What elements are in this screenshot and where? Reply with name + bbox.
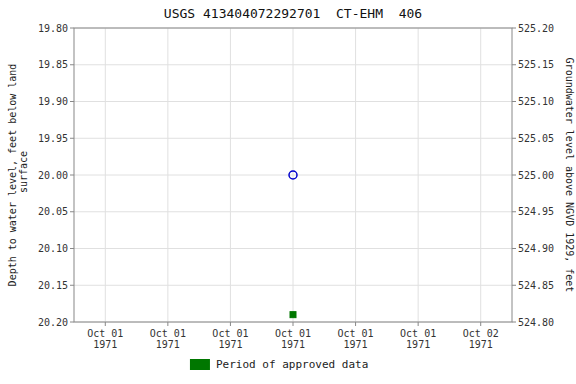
tick-label: 19.90 [38, 96, 68, 107]
tick-label: 20.00 [38, 170, 68, 181]
tick [70, 138, 74, 139]
grid-line [418, 28, 419, 322]
grid-line [293, 28, 294, 322]
tick [418, 322, 419, 326]
tick [512, 285, 516, 286]
axes: 19.80 19.85 19.90 19.95 20.00 20.05 20.10 20.15… [38, 23, 554, 351]
tick [105, 322, 106, 326]
grid [74, 28, 512, 322]
tick-label: 19.95 [38, 133, 68, 144]
tick [70, 248, 74, 249]
grid-line [167, 28, 168, 322]
grid-line [480, 28, 481, 322]
tick-label: 525.00 [518, 170, 554, 181]
plot-frame [74, 28, 512, 322]
y-axis-label: Depth to water level, feet below land su… [7, 64, 29, 287]
tick-label: 525.15 [518, 59, 554, 70]
tick-label: Oct 011971 [212, 328, 248, 350]
tick [512, 248, 516, 249]
tick-label: Oct 011971 [150, 328, 186, 350]
tick [167, 322, 168, 326]
tick [70, 322, 74, 323]
tick [70, 211, 74, 212]
title: USGS 413404072292701 CT-EHM 406 [164, 6, 422, 21]
tick [512, 175, 516, 176]
tick-label: Oct 011971 [275, 328, 311, 350]
marks [289, 171, 297, 318]
tick [512, 211, 516, 212]
tick [512, 64, 516, 65]
grid-line [105, 28, 106, 322]
tick-label: 524.80 [518, 317, 554, 328]
point [289, 171, 297, 179]
tick-label: 525.20 [518, 23, 554, 34]
tick-label: 20.10 [38, 243, 68, 254]
tick-label: 524.95 [518, 206, 554, 217]
tick-label: Oct 011971 [338, 328, 374, 350]
tick [512, 101, 516, 102]
tick-label: 525.10 [518, 96, 554, 107]
tick [70, 28, 74, 29]
tick [70, 285, 74, 286]
tick [293, 322, 294, 326]
tick-label: Oct 021971 [463, 328, 499, 350]
tick-label: 19.80 [38, 23, 68, 34]
tick [480, 322, 481, 326]
tick-label: Oct 011971 [400, 328, 436, 350]
point [290, 312, 296, 318]
tick-label: 20.05 [38, 206, 68, 217]
tick [355, 322, 356, 326]
tick-label: 524.90 [518, 243, 554, 254]
background [0, 0, 576, 384]
legend-entry: Period of approved data [216, 358, 368, 371]
grid-line [230, 28, 231, 322]
grid-line [355, 28, 356, 322]
tick [70, 64, 74, 65]
tick [512, 138, 516, 139]
tick-label: 20.15 [38, 280, 68, 291]
chart: 19.80 19.85 19.90 19.95 20.00 20.05 20.10 20.15… [0, 0, 576, 384]
tick [512, 322, 516, 323]
tick-label: 20.20 [38, 317, 68, 328]
tick [70, 101, 74, 102]
legend-swatch [190, 359, 210, 370]
tick [70, 175, 74, 176]
tick [230, 322, 231, 326]
tick-label: 524.85 [518, 280, 554, 291]
tick [512, 28, 516, 29]
legend: Period of approved data [190, 358, 368, 371]
y2-axis-label: Groundwater level above NGVD 1929, feet [564, 58, 575, 293]
tick-label: Oct 011971 [87, 328, 123, 350]
tick-label: 19.85 [38, 59, 68, 70]
tick-label: 525.05 [518, 133, 554, 144]
